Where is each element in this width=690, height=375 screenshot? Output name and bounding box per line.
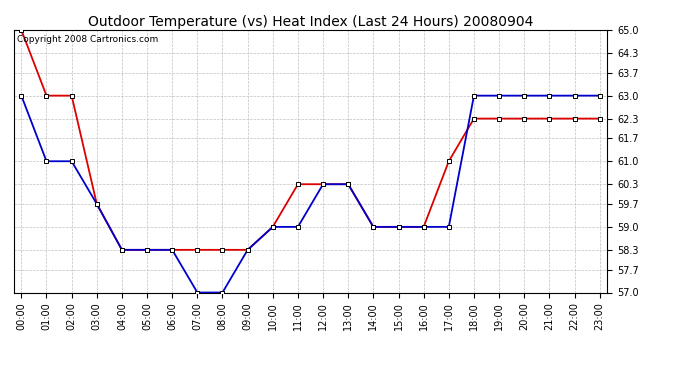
Title: Outdoor Temperature (vs) Heat Index (Last 24 Hours) 20080904: Outdoor Temperature (vs) Heat Index (Las… [88,15,533,29]
Text: Copyright 2008 Cartronics.com: Copyright 2008 Cartronics.com [17,35,158,44]
